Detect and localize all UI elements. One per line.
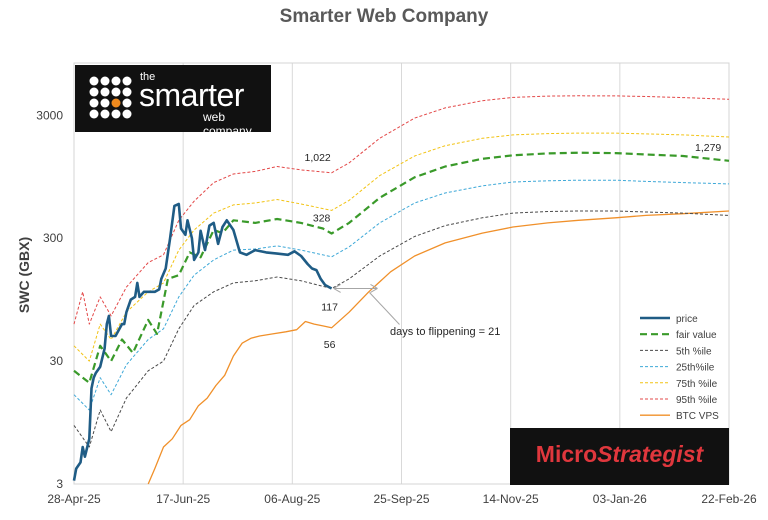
data-label: 1,279 bbox=[695, 142, 721, 154]
y-axis-label: SWC (GBX) bbox=[16, 237, 32, 313]
axis-layer: 28-Apr-25 17-Jun-25 06-Aug-25 25-Sep-25 14-N… bbox=[36, 108, 757, 506]
series-layer bbox=[72, 95, 730, 485]
x-tick-label: 28-Apr-25 bbox=[47, 492, 101, 506]
x-tick-label: 06-Aug-25 bbox=[264, 492, 320, 506]
legend-label: 75th %ile bbox=[676, 379, 718, 390]
x-tick-label: 03-Jan-26 bbox=[593, 492, 647, 506]
legend-label: fair value bbox=[676, 330, 717, 341]
flippening-arrowheads bbox=[333, 284, 378, 293]
legend-label: 25th%ile bbox=[676, 363, 715, 374]
series-line-5th-ile bbox=[73, 210, 730, 448]
x-tick-label: 22-Feb-26 bbox=[701, 492, 757, 506]
legend: price fair value 5th %ile 25th%ile 75th %ile… bbox=[640, 314, 719, 422]
y-tick-label: 3 bbox=[56, 477, 63, 491]
data-label: 117 bbox=[321, 301, 338, 313]
y-tick-label: 300 bbox=[43, 231, 63, 245]
series-line-95th-ile bbox=[73, 95, 730, 325]
x-tick-label: 17-Jun-25 bbox=[156, 492, 210, 506]
logo-text-the: the bbox=[140, 71, 156, 83]
series-line-75th-ile bbox=[73, 132, 730, 362]
flippening-label: days to flippening = 21 bbox=[390, 326, 500, 338]
smarter-web-company-logo: the smarter web company bbox=[75, 65, 271, 138]
data-label: 328 bbox=[313, 212, 331, 224]
microstrategist-logo: MicroStrategist bbox=[510, 428, 729, 485]
dot-grid-icon bbox=[89, 76, 132, 119]
microstrategist-wordmark: MicroStrategist bbox=[510, 441, 729, 468]
logo-text-strategist: Strategist bbox=[597, 441, 704, 467]
legend-label: BTC VPS bbox=[676, 411, 719, 422]
y-tick-label: 3000 bbox=[36, 108, 63, 122]
x-tick-label: 14-Nov-25 bbox=[483, 492, 539, 506]
flippening-leader bbox=[369, 292, 400, 325]
series-line-price bbox=[72, 202, 333, 481]
annotation-layer: 1,022 328 117 56 1,279 days to flippening = 2… bbox=[304, 142, 721, 351]
x-tick-label: 25-Sep-25 bbox=[373, 492, 429, 506]
series-line-25th-ile bbox=[73, 179, 730, 411]
logo-text-micro: Micro bbox=[535, 441, 598, 467]
grid-layer bbox=[182, 63, 621, 484]
logo-text-smarter: smarter bbox=[139, 77, 244, 113]
series-line-fair-value bbox=[73, 151, 730, 384]
data-label: 56 bbox=[324, 339, 336, 351]
legend-label: price bbox=[676, 314, 698, 325]
legend-label: 5th %ile bbox=[676, 346, 712, 357]
chart-title: Smarter Web Company bbox=[279, 6, 489, 27]
y-tick-label: 30 bbox=[50, 354, 64, 368]
logo-text-web-company: web company bbox=[203, 110, 252, 138]
series-line-btc-vps bbox=[147, 210, 730, 485]
legend-label: 95th %ile bbox=[676, 395, 718, 406]
data-label: 1,022 bbox=[304, 152, 330, 164]
plot-frame bbox=[73, 62, 730, 485]
